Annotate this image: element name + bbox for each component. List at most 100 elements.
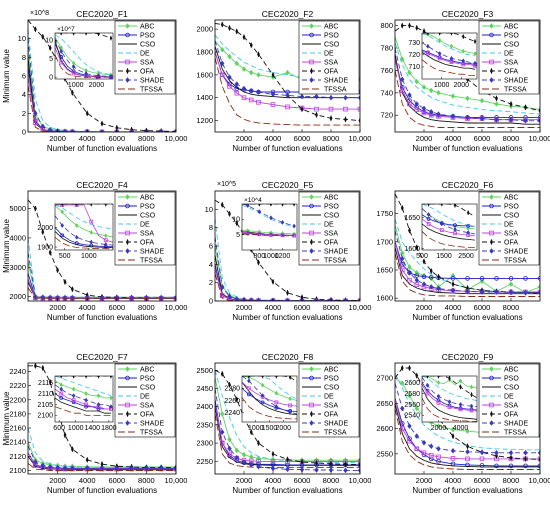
x-axis-label: Number of function evaluations (47, 313, 157, 322)
data-point (256, 458, 261, 464)
data-point (450, 287, 456, 294)
x-tick-label: 8000 (323, 476, 340, 485)
legend: ABC PSO CSO DE SSA OFA SHADE TFSSA (298, 20, 360, 95)
legend: ABC PSO CSO DE SSA OFA SHADE TFSSA (114, 191, 176, 266)
y-tick-label: 2220 (9, 381, 26, 390)
inset-plot-area (422, 33, 477, 76)
inset-line-abc (242, 229, 295, 235)
y-tick-label: 0 (209, 297, 213, 306)
x-axis-label: Number of function evaluations (412, 486, 522, 495)
data-point (85, 109, 89, 117)
data-point (400, 364, 404, 372)
inset-data-point (74, 223, 79, 229)
legend-entry: ABC (140, 195, 154, 202)
series-line-cso (215, 406, 360, 466)
series-line-de (395, 372, 540, 451)
inset-plot-area (242, 376, 297, 420)
data-point (33, 459, 38, 465)
inset-line-shade (422, 208, 475, 235)
x-tick-label: 4000 (265, 303, 282, 312)
inset-data-point (427, 204, 430, 207)
inset-line-shade (55, 384, 112, 408)
data-point (47, 464, 53, 470)
inset-data-point (260, 393, 265, 399)
inset-line-cso (242, 381, 297, 415)
inset-line-de (55, 34, 111, 75)
data-point (257, 50, 260, 58)
data-point (407, 269, 412, 276)
legend-marker (125, 230, 130, 236)
inset-line-tfssa (55, 236, 113, 250)
chart-title: CEC2020_F6 (442, 180, 494, 190)
inset-data-point (257, 232, 262, 236)
inset-data-point (470, 391, 473, 398)
legend-marker (489, 77, 494, 83)
inset-data-point (60, 33, 63, 36)
inset-data-point (109, 376, 113, 379)
data-point (315, 111, 318, 119)
data-point (62, 465, 68, 472)
data-point (494, 289, 499, 295)
zoom-inset: 500 1000 1900 2000 (37, 203, 114, 260)
series-line-tfssa (395, 252, 540, 297)
legend-entry: SSA (504, 403, 518, 410)
data-point (343, 106, 348, 112)
inset-data-point (59, 48, 64, 54)
inset-data-point (59, 396, 64, 400)
data-point (414, 277, 419, 284)
inset-data-point (462, 33, 465, 40)
data-point (285, 104, 290, 110)
data-point (270, 459, 276, 464)
legend-entry: PSO (324, 376, 339, 383)
inset-data-point (292, 223, 296, 229)
inset-data-point (59, 60, 64, 65)
y-tick-label: 800 (380, 21, 393, 30)
y-tick-label: 2550 (376, 449, 393, 458)
series-line-ssa (395, 398, 540, 460)
inset-data-point (466, 230, 471, 236)
inset-line-pso (422, 49, 476, 65)
chart-title: CEC2020_F5 (262, 180, 314, 190)
data-point (256, 71, 261, 78)
y-tick-label: 2700 (376, 374, 393, 383)
legend-box (114, 363, 176, 438)
legend-marker (310, 238, 313, 246)
inset-line-shade (242, 204, 295, 227)
data-point (220, 284, 225, 291)
data-point (509, 454, 513, 462)
x-tick-label: 10,000 (349, 476, 372, 485)
data-point (343, 297, 348, 301)
data-point (257, 259, 260, 266)
data-point (344, 460, 347, 468)
series-line-tfssa (395, 408, 540, 470)
legend-marker (309, 248, 314, 254)
x-tick-label: 2000 (416, 303, 433, 312)
data-point (523, 117, 528, 124)
data-point (158, 129, 164, 132)
legend: ABC PSO CSO DE SSA OFA SHADE TFSSA (478, 20, 540, 95)
inset-line-cso (55, 397, 111, 414)
data-point (314, 106, 319, 112)
inset-x-tick-label: 1000 (81, 253, 97, 260)
inset-data-point (469, 384, 474, 390)
x-tick-label: 2000 (236, 303, 253, 312)
legend-marker (309, 375, 314, 381)
data-point (537, 117, 540, 124)
y-tick-label: 1600 (376, 294, 393, 303)
data-point (241, 66, 247, 73)
inset-y-tick-label: 0 (49, 74, 53, 81)
inset-data-point (96, 406, 101, 411)
data-point (285, 69, 290, 76)
series-line-shade (215, 388, 360, 471)
data-point (465, 276, 470, 281)
inset-data-point (426, 33, 430, 36)
x-tick-label: 2000 (49, 476, 66, 485)
zoom-inset: 1000 2000 710 720 730 (408, 32, 478, 89)
legend-entry: DE (324, 222, 334, 229)
data-point (451, 280, 455, 288)
data-point (249, 69, 254, 76)
data-point (62, 128, 68, 132)
legend-box (478, 20, 540, 95)
data-point (234, 81, 239, 87)
chart-panel: 2000 4000 6000 8000 1600 1650 1700 1750 CEC2020_… (376, 180, 541, 322)
